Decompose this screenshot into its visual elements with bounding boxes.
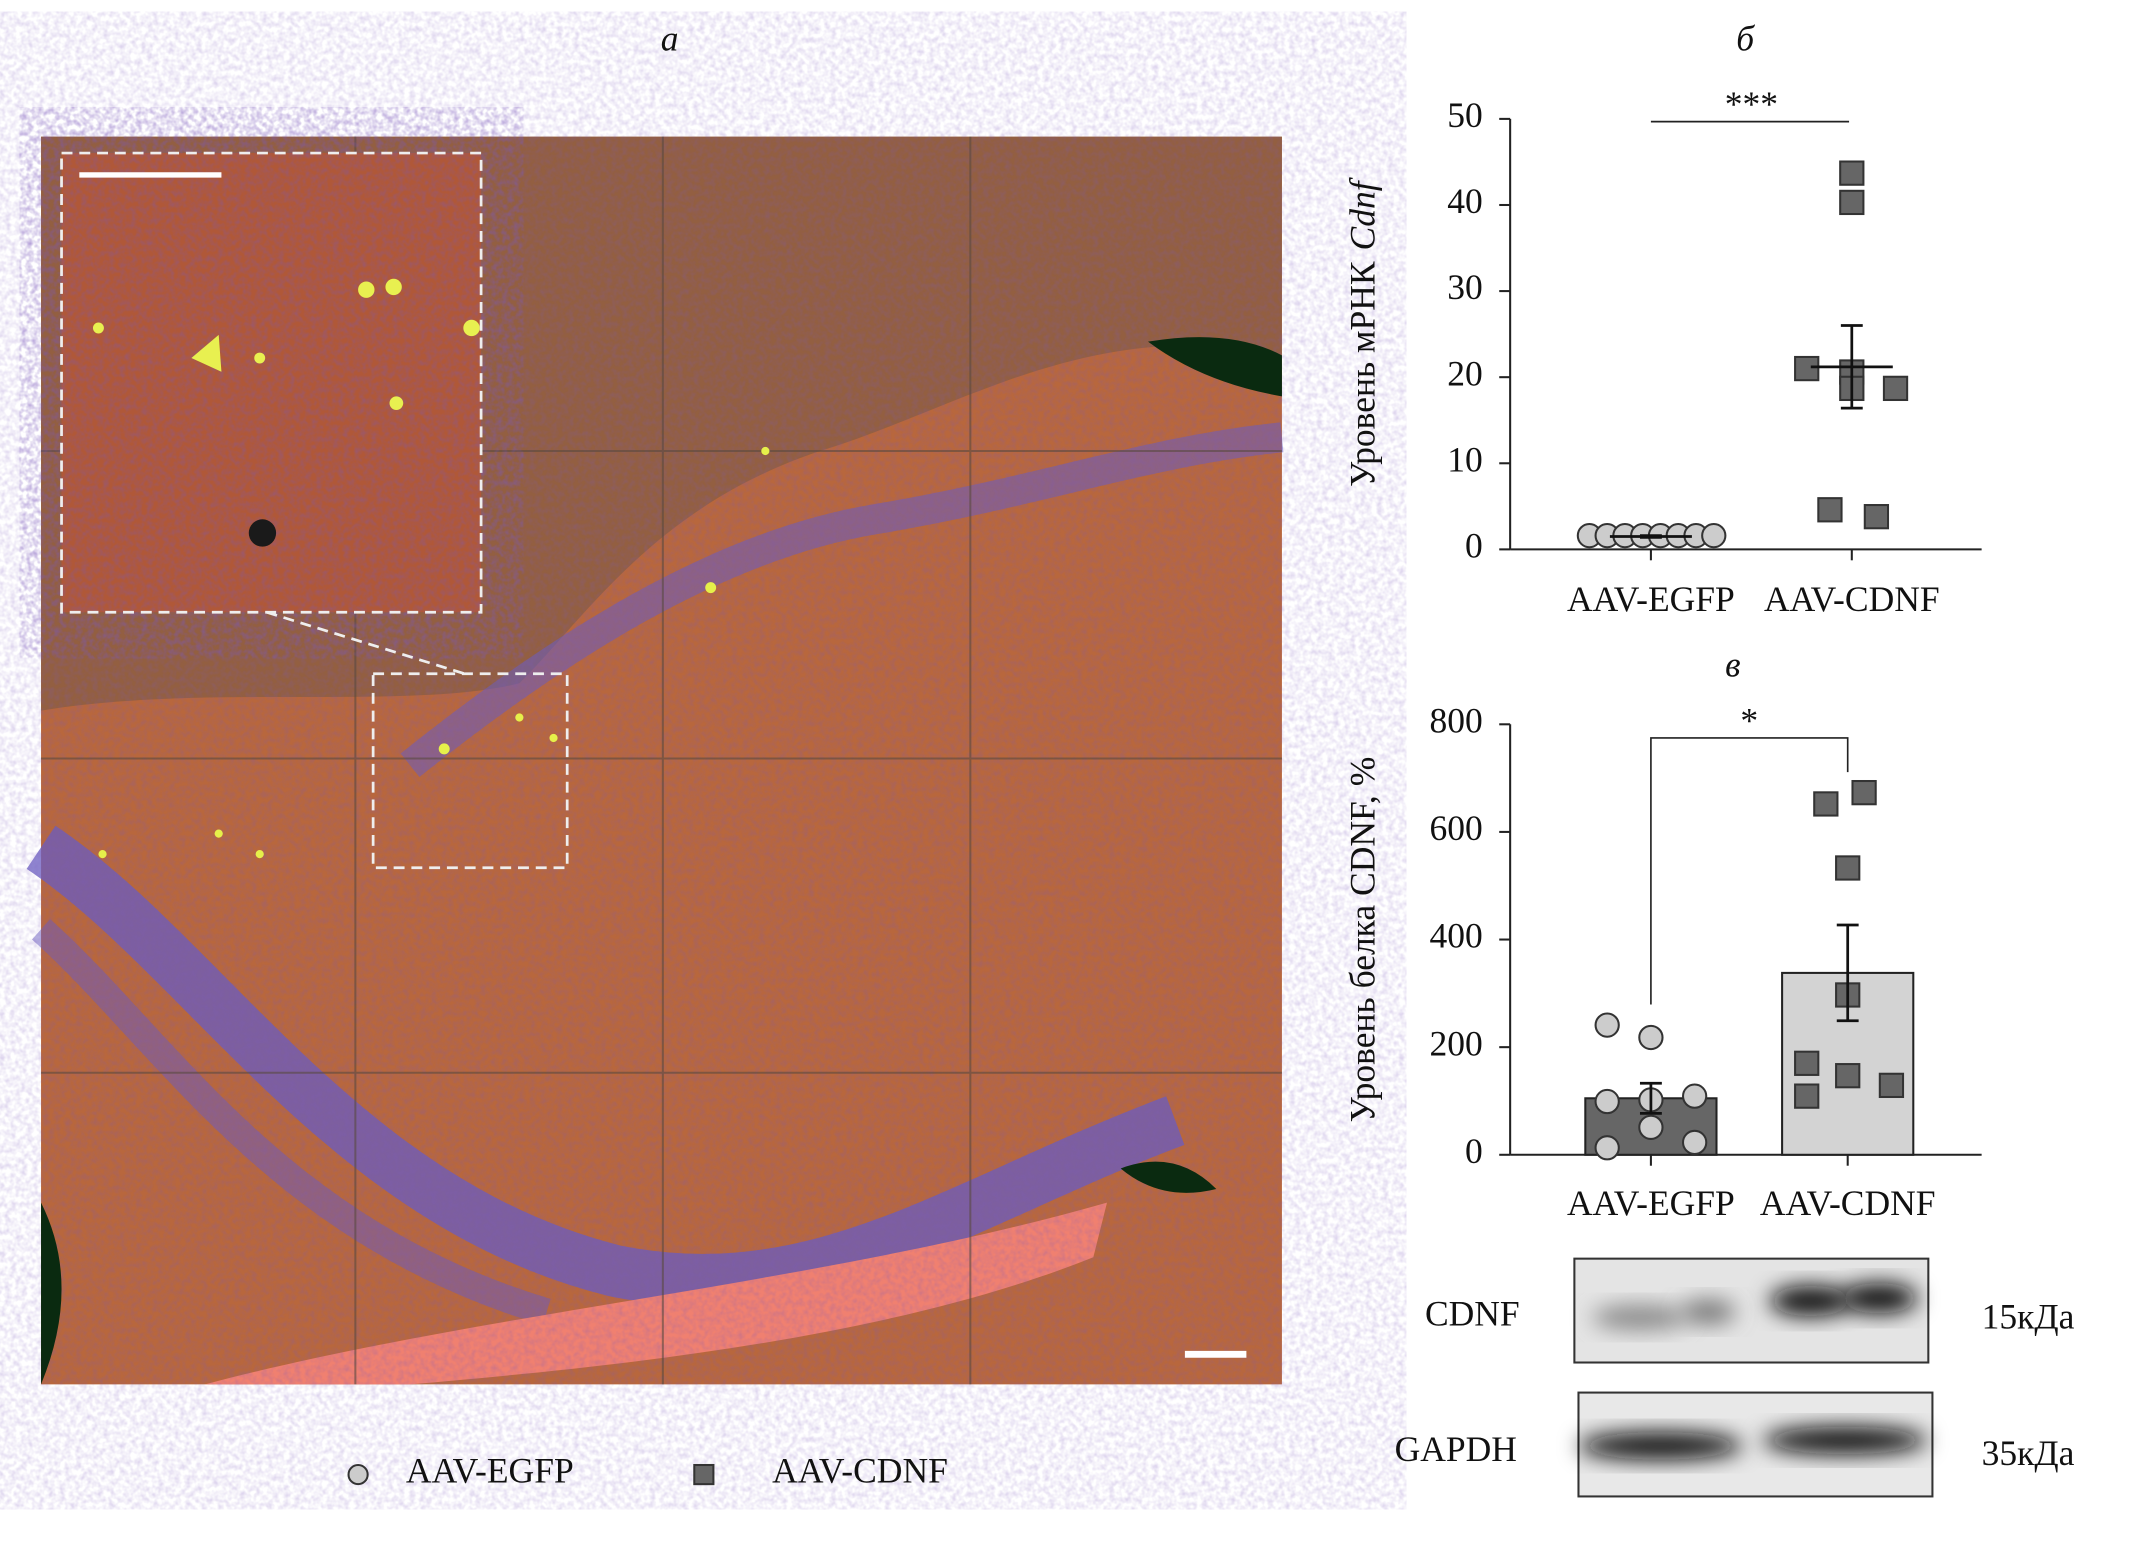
significance-label: *** xyxy=(1725,84,1778,124)
y-tick-label: 10 xyxy=(1447,439,1483,479)
y-axis-label-part: Уровень мРНК xyxy=(1343,261,1383,487)
y-tick-label: 20 xyxy=(1447,353,1483,393)
blot-row-label: GAPDH xyxy=(1395,1429,1517,1469)
y-axis-label-part: Уровень белка CDNF, % xyxy=(1343,757,1383,1123)
legend-label: AAV-CDNF xyxy=(772,1451,948,1491)
y-tick-label: 600 xyxy=(1430,808,1483,848)
significance-bracket xyxy=(1650,737,1849,1005)
legend-marker xyxy=(347,1463,369,1486)
y-tick-label: 50 xyxy=(1447,95,1483,135)
error-bar xyxy=(1840,324,1863,410)
data-point xyxy=(1638,1114,1664,1140)
data-point xyxy=(1594,1088,1620,1115)
data-point xyxy=(1835,855,1861,881)
data-point xyxy=(1701,522,1727,549)
y-axis-label-part: Cdnf xyxy=(1343,177,1383,250)
blot-size-label: 15кДа xyxy=(1982,1296,2075,1336)
data-point xyxy=(1794,355,1820,382)
y-axis-label: Уровень белка CDNF, % xyxy=(1343,757,1383,1123)
y-tick-label: 30 xyxy=(1447,267,1483,307)
data-point xyxy=(1594,1135,1620,1161)
error-bar xyxy=(1836,923,1859,1023)
data-point xyxy=(1817,497,1843,523)
x-tick-label: AAV-CDNF xyxy=(1764,579,1940,619)
data-point xyxy=(1878,1072,1905,1099)
y-tick-label: 200 xyxy=(1430,1023,1483,1063)
data-point xyxy=(1839,189,1865,216)
significance-label: * xyxy=(1740,700,1758,740)
y-tick-label: 400 xyxy=(1430,916,1483,956)
data-point xyxy=(1794,1083,1820,1109)
data-point xyxy=(1681,1129,1708,1156)
y-tick-label: 0 xyxy=(1465,526,1483,566)
data-point xyxy=(1863,504,1890,530)
data-point xyxy=(1839,160,1865,186)
blot-size-label: 35кДа xyxy=(1982,1433,2075,1473)
micrograph xyxy=(26,136,1284,1385)
blot-row-label: CDNF xyxy=(1425,1294,1520,1334)
y-axis-label: Уровень мРНК Cdnf xyxy=(1343,177,1383,487)
legend-marker xyxy=(693,1463,715,1486)
data-point xyxy=(1813,791,1839,817)
data-point xyxy=(1594,1012,1620,1038)
data-point xyxy=(1638,1024,1664,1051)
x-tick-label: AAV-EGFP xyxy=(1567,579,1735,619)
y-tick-label: 0 xyxy=(1465,1131,1483,1171)
y-tick-label: 800 xyxy=(1430,700,1483,740)
legend-label: AAV-EGFP xyxy=(406,1451,574,1491)
data-point xyxy=(1681,1083,1708,1109)
western-blot xyxy=(1573,1257,1934,1498)
panel-label: б xyxy=(1736,19,1755,59)
error-bar xyxy=(1639,1081,1662,1115)
data-point xyxy=(1882,375,1909,402)
y-tick-label: 40 xyxy=(1447,181,1483,221)
panel-label: а xyxy=(661,19,679,59)
x-tick-label: AAV-CDNF xyxy=(1760,1183,1936,1223)
x-tick-label: AAV-EGFP xyxy=(1567,1183,1735,1223)
data-point xyxy=(1851,779,1877,806)
panel-label: в xyxy=(1725,644,1740,684)
data-point xyxy=(1835,1063,1861,1089)
error-bar xyxy=(1639,534,1662,539)
data-point xyxy=(1794,1050,1820,1076)
